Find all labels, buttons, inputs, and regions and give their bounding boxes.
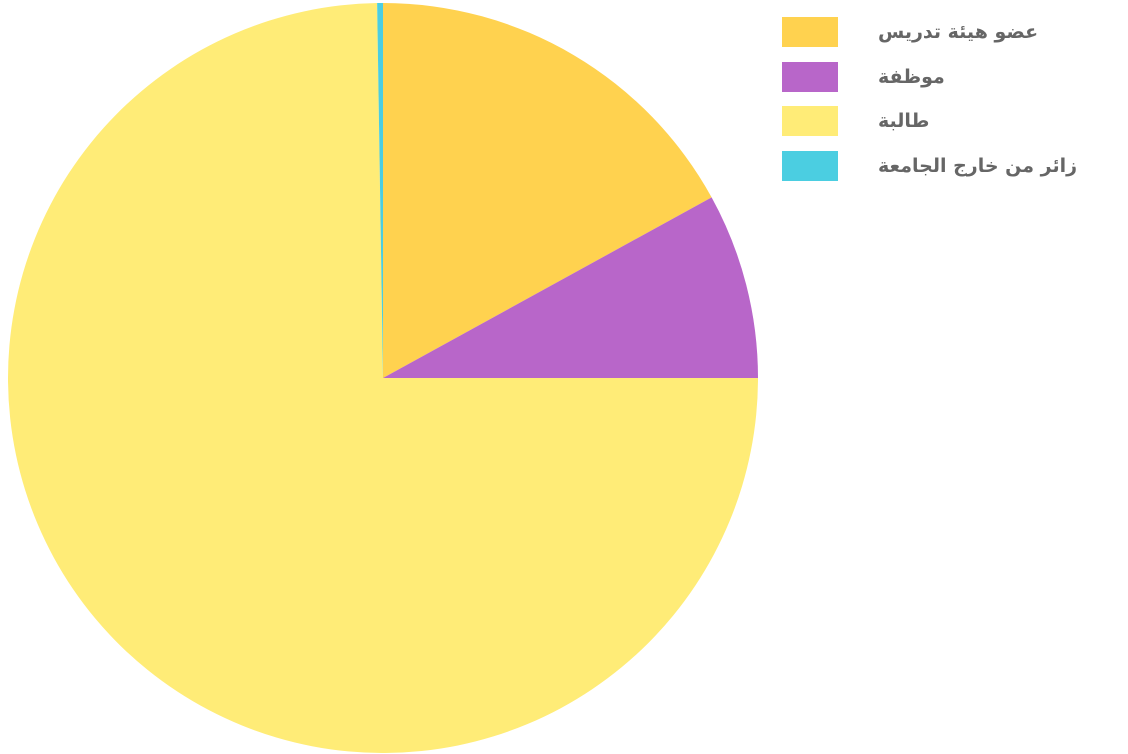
pie-slice-2[interactable]: [383, 197, 758, 378]
legend: عضو هيئة تدريس موظفة طالبة زائر من خارج الج…: [782, 17, 1112, 195]
legend-swatch: [782, 61, 838, 92]
legend-item[interactable]: طالبة: [782, 106, 1112, 136]
legend-label: موظفة: [878, 65, 945, 88]
legend-item[interactable]: عضو هيئة تدريس: [782, 17, 1112, 47]
legend-label: عضو هيئة تدريس: [878, 21, 1039, 43]
pie-slice-3[interactable]: [7, 3, 759, 753]
legend-item[interactable]: موظفة: [782, 61, 1112, 92]
legend-swatch: [782, 17, 838, 47]
legend-label: طالبة: [878, 110, 930, 132]
legend-swatch: [782, 150, 838, 181]
legend-swatch: [782, 106, 838, 136]
pie-slice-1[interactable]: [383, 3, 712, 378]
pie-slice-4[interactable]: [377, 3, 383, 378]
pie-chart-svg: [7, 3, 759, 753]
legend-label: زائر من خارج الجامعة: [878, 154, 1078, 177]
legend-item[interactable]: زائر من خارج الجامعة: [782, 150, 1112, 181]
